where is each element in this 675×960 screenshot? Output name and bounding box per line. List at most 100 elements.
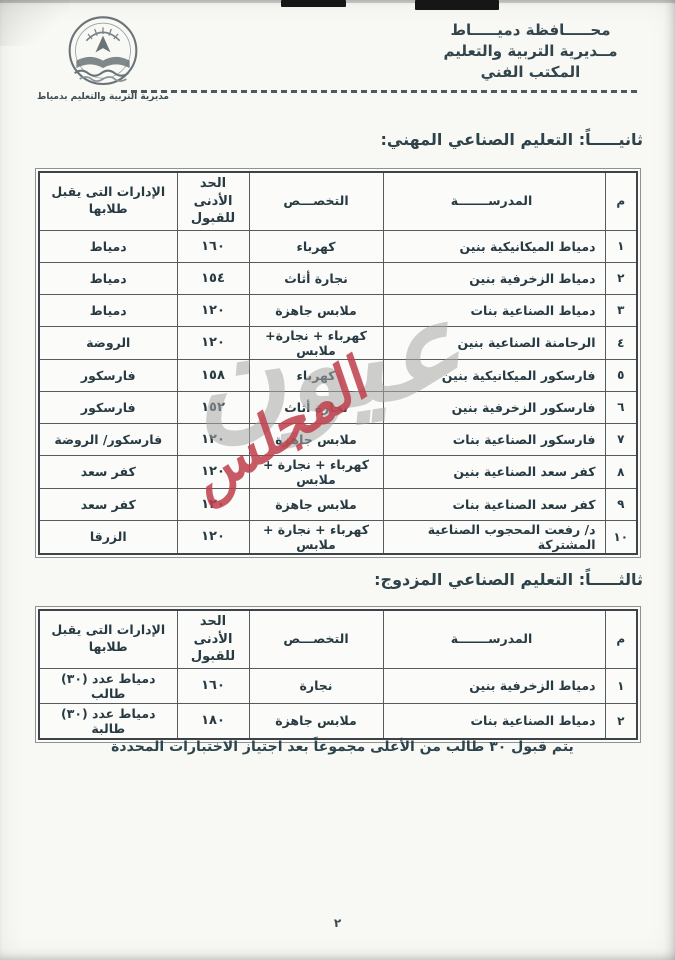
table-row: ٨ كفر سعد الصناعية بنين كهرباء + نجارة + م… [38, 454, 638, 489]
col-header-number: م [604, 609, 638, 669]
cell-num: ٦ [604, 390, 638, 424]
section-title-dual: ثالثـــــاً: التعليم الصناعي المزدوج: [374, 570, 643, 589]
admission-note: يتم قبول ٣٠ طالب من الأعلى مجموعاً بعد ا… [111, 739, 574, 755]
table-row: ٣ دمياط الصناعية بنات ملابس جاهزة ١٢٠ دمياط [38, 293, 638, 327]
cell-min-score: ١٢٠ [176, 325, 250, 360]
col-header-min-score: الحد الأدنى للقبول [176, 171, 250, 231]
cell-min-score: ١٥٤ [176, 261, 250, 295]
table-row: ٢ دمياط الصناعية بنات ملابس جاهزة ١٨٠ دمياط … [38, 702, 638, 740]
scan-artifact-bar [281, 0, 346, 7]
table: م المدرســـــــة التخصـــص الحد الأدنى ل… [38, 609, 638, 740]
cell-districts: كفر سعد [38, 487, 178, 521]
cell-min-score: ١٢٠ [176, 293, 250, 327]
cell-districts: دمياط عدد (٣٠) طالب [38, 667, 178, 704]
table-row: ١٠ د/ رفعت المحجوب الصناعية المشتركة كهربا… [38, 519, 638, 555]
scan-corner-shadow [0, 0, 70, 46]
cell-num: ٨ [604, 454, 638, 489]
cell-districts: دمياط [38, 229, 178, 263]
cell-school: دمياط الزخرفية بنين [382, 667, 606, 704]
cell-specialty: كهرباء + نجارة + ملابس [248, 454, 384, 489]
cell-school: دمياط الصناعية بنات [382, 702, 606, 740]
cell-school: الرحامنة الصناعية بنين [382, 325, 606, 360]
cell-specialty: كهرباء + نجارة+ ملابس [248, 325, 384, 360]
cell-specialty: نجارة أثاث [248, 261, 384, 295]
page-number: ٢ [333, 916, 342, 930]
table-row: ١ دمياط الزخرفية بنين نجارة ١٦٠ دمياط عدد (٣… [38, 667, 638, 704]
cell-specialty: ملابس جاهزة [248, 293, 384, 327]
letterhead-org-block: محـــــافظة دميـــــاط مــديرية التربية … [428, 20, 633, 83]
cell-districts: الروضة [38, 325, 178, 360]
cell-districts: دمياط [38, 261, 178, 295]
col-header-school: المدرســـــــة [382, 609, 606, 669]
cell-districts: فارسكور [38, 390, 178, 424]
org-line-directorate: مــديرية التربية والتعليم [443, 42, 618, 60]
cell-specialty: كهرباء + نجارة + ملابس [248, 519, 384, 555]
cell-specialty: نجارة [248, 667, 384, 704]
cell-num: ٧ [604, 422, 638, 456]
cell-specialty: نجارة أثاث [248, 390, 384, 424]
cell-school: فارسكور الميكانيكية بنين [382, 358, 606, 392]
cell-school: دمياط الميكانيكية بنين [382, 229, 606, 263]
cell-specialty: ملابس جاهزة [248, 702, 384, 740]
cell-districts: الزرقا [38, 519, 178, 555]
cell-num: ١ [604, 229, 638, 263]
table-row: ١ دمياط الميكانيكية بنين كهرباء ١٦٠ دمياط [38, 229, 638, 263]
cell-school: دمياط الصناعية بنات [382, 293, 606, 327]
emblem-icon [68, 16, 138, 86]
table-row: ٦ فارسكور الزخرفية بنين نجارة أثاث ١٥٢ فارسك… [38, 390, 638, 424]
cell-districts: دمياط عدد (٣٠) طالبة [38, 702, 178, 740]
table-row: ٥ فارسكور الميكانيكية بنين كهرباء ١٥٨ فارسكو… [38, 358, 638, 392]
section-title-professional: ثانيـــــاً: التعليم الصناعي المهني: [380, 130, 644, 149]
professional-table-body: ١ دمياط الميكانيكية بنين كهرباء ١٦٠ دمياط ٢ دم… [38, 229, 638, 555]
col-header-districts: الإدارات التى يقبل طلابها [38, 609, 178, 669]
cell-num: ٤ [604, 325, 638, 360]
cell-min-score: ١٦٠ [176, 229, 250, 263]
cell-min-score: ١٢٠ [176, 454, 250, 489]
cell-num: ٢ [604, 261, 638, 295]
cell-num: ١٠ [604, 519, 638, 555]
cell-min-score: ١٥٨ [176, 358, 250, 392]
table-row: ٩ كفر سعد الصناعية بنات ملابس جاهزة ١٢٠ كفر … [38, 487, 638, 521]
col-header-number: م [604, 171, 638, 231]
cell-districts: فارسكور/ الروضة [38, 422, 178, 456]
cell-min-score: ١٢٠ [176, 422, 250, 456]
cell-school: د/ رفعت المحجوب الصناعية المشتركة [382, 519, 606, 555]
table-header-row: م المدرســـــــة التخصـــص الحد الأدنى ل… [38, 609, 638, 669]
table-row: ٧ فارسكور الصناعية بنات ملابس جاهزة ١٢٠ فارس… [38, 422, 638, 456]
cell-specialty: ملابس جاهزة [248, 487, 384, 521]
cell-specialty: كهرباء [248, 358, 384, 392]
logo-caption: مديرية التربية والتعليم بدمياط [36, 92, 169, 102]
cell-num: ٩ [604, 487, 638, 521]
cell-num: ٢ [604, 702, 638, 740]
col-header-school: المدرســـــــة [382, 171, 606, 231]
org-line-governorate: محـــــافظة دميـــــاط [450, 21, 611, 39]
org-line-office: المكتب الفني [480, 63, 581, 81]
cell-specialty: كهرباء [248, 229, 384, 263]
dual-education-table: م المدرســـــــة التخصـــص الحد الأدنى ل… [35, 606, 641, 743]
cell-school: دمياط الزخرفية بنين [382, 261, 606, 295]
cell-num: ٥ [604, 358, 638, 392]
cell-min-score: ١٥٢ [176, 390, 250, 424]
cell-min-score: ١٦٠ [176, 667, 250, 704]
dashed-separator [118, 90, 637, 93]
table-row: ٢ دمياط الزخرفية بنين نجارة أثاث ١٥٤ دمياط [38, 261, 638, 295]
cell-districts: فارسكور [38, 358, 178, 392]
professional-education-table: م المدرســـــــة التخصـــص الحد الأدنى ل… [35, 168, 641, 558]
cell-specialty: ملابس جاهزة [248, 422, 384, 456]
dual-table-body: ١ دمياط الزخرفية بنين نجارة ١٦٠ دمياط عدد (٣… [38, 667, 638, 740]
table-row: ٤ الرحامنة الصناعية بنين كهرباء + نجارة+ م… [38, 325, 638, 360]
col-header-min-score: الحد الأدنى للقبول [176, 609, 250, 669]
cell-districts: دمياط [38, 293, 178, 327]
cell-min-score: ١٢٠ [176, 487, 250, 521]
table: م المدرســـــــة التخصـــص الحد الأدنى ل… [38, 171, 638, 555]
directorate-logo: مديرية التربية والتعليم بدمياط [28, 14, 178, 102]
col-header-specialty: التخصـــص [248, 609, 384, 669]
cell-num: ١ [604, 667, 638, 704]
cell-min-score: ١٨٠ [176, 702, 250, 740]
cell-school: فارسكور الزخرفية بنين [382, 390, 606, 424]
col-header-districts: الإدارات التى يقبل طلابها [38, 171, 178, 231]
table-header-row: م المدرســـــــة التخصـــص الحد الأدنى ل… [38, 171, 638, 231]
cell-min-score: ١٢٠ [176, 519, 250, 555]
cell-districts: كفر سعد [38, 454, 178, 489]
